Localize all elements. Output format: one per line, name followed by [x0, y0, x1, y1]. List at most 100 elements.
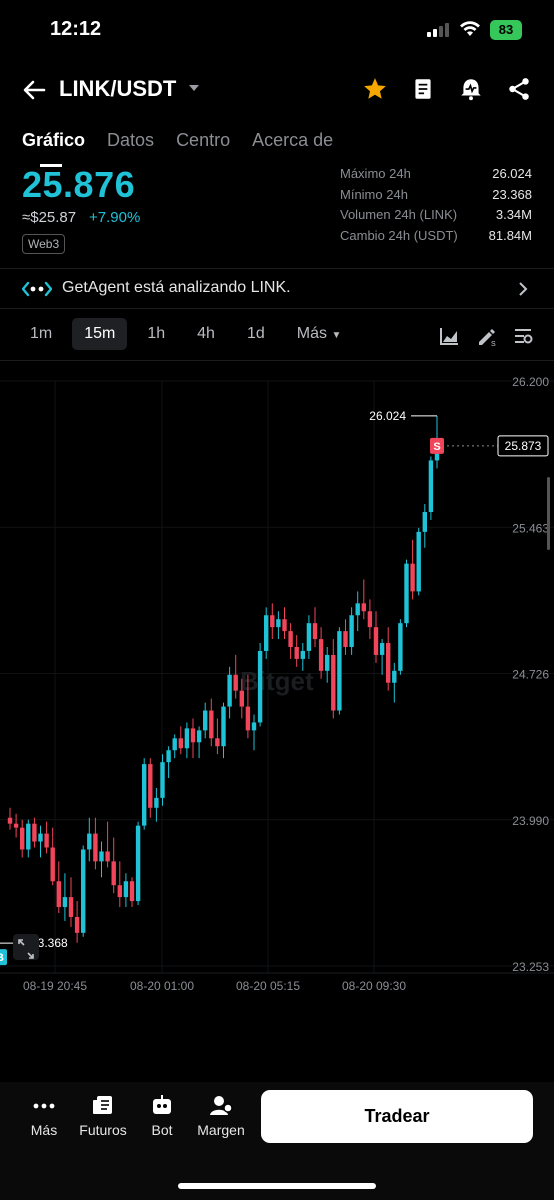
interval-15m[interactable]: 15m [72, 318, 128, 350]
active-tab-underline [40, 164, 62, 167]
getagent-banner[interactable]: GetAgent está analizando LINK. [0, 270, 554, 308]
nav-futures[interactable]: Futuros [71, 1094, 135, 1138]
interval-more[interactable]: Más ▼ [285, 318, 354, 350]
nav-margin-label: Margen [197, 1122, 245, 1138]
chart-type-icon[interactable] [438, 325, 460, 347]
y-tick-label: 26.200 [512, 375, 549, 389]
interval-1d[interactable]: 1d [246, 325, 265, 342]
candle-body [367, 611, 373, 628]
getagent-text: GetAgent está analizando LINK. [62, 279, 291, 296]
expand-icon [18, 939, 34, 959]
nav-margin[interactable]: Margen [189, 1094, 253, 1138]
candle-body [282, 619, 287, 632]
tab-datos[interactable]: Datos [107, 130, 155, 150]
expand-button[interactable] [13, 934, 39, 960]
interval-1h[interactable]: 1h [147, 325, 166, 342]
candle-body [117, 885, 122, 898]
candle-body [392, 670, 397, 683]
candle-body [416, 531, 421, 592]
candle-body [178, 738, 183, 749]
candle-body [123, 881, 129, 898]
divider [0, 308, 554, 309]
tab-grafico[interactable]: Gráfico [22, 130, 86, 150]
divider [0, 268, 554, 269]
candle-body [386, 643, 391, 683]
battery-indicator: 83 [490, 20, 522, 40]
margin-icon [210, 1096, 233, 1115]
chart-watermark: Bitget [240, 666, 314, 696]
indicator-settings-icon[interactable] [512, 325, 534, 347]
pair-title[interactable]: LINK/USDT [59, 76, 177, 101]
nav-bot[interactable]: Bot [130, 1094, 194, 1138]
candle-body [142, 764, 147, 826]
candle-body [105, 851, 110, 862]
x-tick-label: 08-20 05:15 [236, 979, 300, 993]
chevron-right-icon [519, 282, 528, 296]
bot-icon [153, 1095, 171, 1114]
candle-body [361, 603, 366, 612]
interval-4h[interactable]: 4h [197, 325, 215, 342]
stat-value: 81.84M [488, 227, 532, 243]
candle-body [13, 823, 19, 828]
candle-body [56, 881, 61, 908]
trade-button[interactable]: Tradear [261, 1090, 533, 1143]
candle-body [294, 646, 299, 659]
bottom-action-bar: Más Futuros Bot Margen Tradear [0, 1082, 554, 1200]
candle-body [215, 738, 220, 747]
candle-body [288, 631, 293, 647]
nav-bot-label: Bot [151, 1122, 173, 1138]
candle-body [148, 764, 153, 808]
buy-marker-label: B [0, 952, 4, 964]
candle-body [373, 627, 379, 655]
stat-label: Cambio 24h (USDT) [340, 227, 458, 243]
divider [0, 360, 554, 361]
candle-body [270, 615, 275, 628]
share-icon[interactable] [506, 76, 532, 102]
candle-body [135, 825, 141, 902]
candle-body [111, 861, 116, 886]
chart-scrollbar [547, 477, 550, 550]
caret-down-icon[interactable] [188, 83, 200, 93]
back-arrow-icon[interactable] [20, 76, 48, 104]
candle-body [20, 827, 25, 850]
y-tick-label: 24.726 [512, 668, 549, 682]
book-icon[interactable] [410, 76, 436, 102]
buy-marker [0, 949, 7, 966]
stat-label: Volumen 24h (LINK) [340, 207, 458, 222]
draw-tool-icon[interactable]: S [475, 325, 497, 347]
nav-more-label: Más [30, 1122, 58, 1138]
candle-body [337, 631, 342, 711]
current-price-box [497, 435, 549, 457]
candle-body [26, 823, 31, 850]
candle-body [154, 797, 159, 808]
candle-body [93, 833, 98, 862]
nav-more[interactable]: Más [12, 1094, 76, 1138]
last-price: 25.876 [22, 164, 136, 205]
star-icon[interactable] [362, 76, 388, 102]
interval-1m[interactable]: 1m [30, 325, 53, 342]
candlestick-chart[interactable]: Bitget 26.200 25.463 24.726 23.990 23.253 08… [0, 362, 554, 1000]
candle-body [221, 706, 226, 747]
tab-centro[interactable]: Centro [176, 130, 231, 150]
stat-value: 26.024 [492, 166, 532, 181]
tab-acerca-de[interactable]: Acerca de [252, 130, 334, 150]
web3-badge: Web3 [22, 234, 66, 254]
svg-text:S: S [491, 341, 496, 347]
candle-body [196, 730, 202, 743]
pair-header: LINK/USDT [0, 66, 554, 112]
candle-body [343, 631, 348, 647]
section-tabs: Gráfico Datos Centro Acerca de [22, 130, 333, 160]
interval-selector: 1m 15m 1h 4h 1d Más ▼ [18, 318, 361, 352]
interval-more-label: Más [296, 325, 327, 342]
candle-body [410, 563, 415, 592]
stat-label: Máximo 24h [340, 166, 411, 181]
stat-high: Máximo 24h 26.024 [340, 166, 532, 187]
y-tick-label: 23.990 [512, 814, 549, 828]
y-tick-label: 25.463 [512, 521, 549, 535]
candle-body [190, 728, 196, 743]
candle-body [38, 833, 43, 842]
alert-bell-icon[interactable] [458, 76, 484, 102]
candle-body [7, 817, 13, 824]
cell-signal-icon [427, 23, 449, 37]
x-tick-label: 08-19 20:45 [23, 979, 87, 993]
